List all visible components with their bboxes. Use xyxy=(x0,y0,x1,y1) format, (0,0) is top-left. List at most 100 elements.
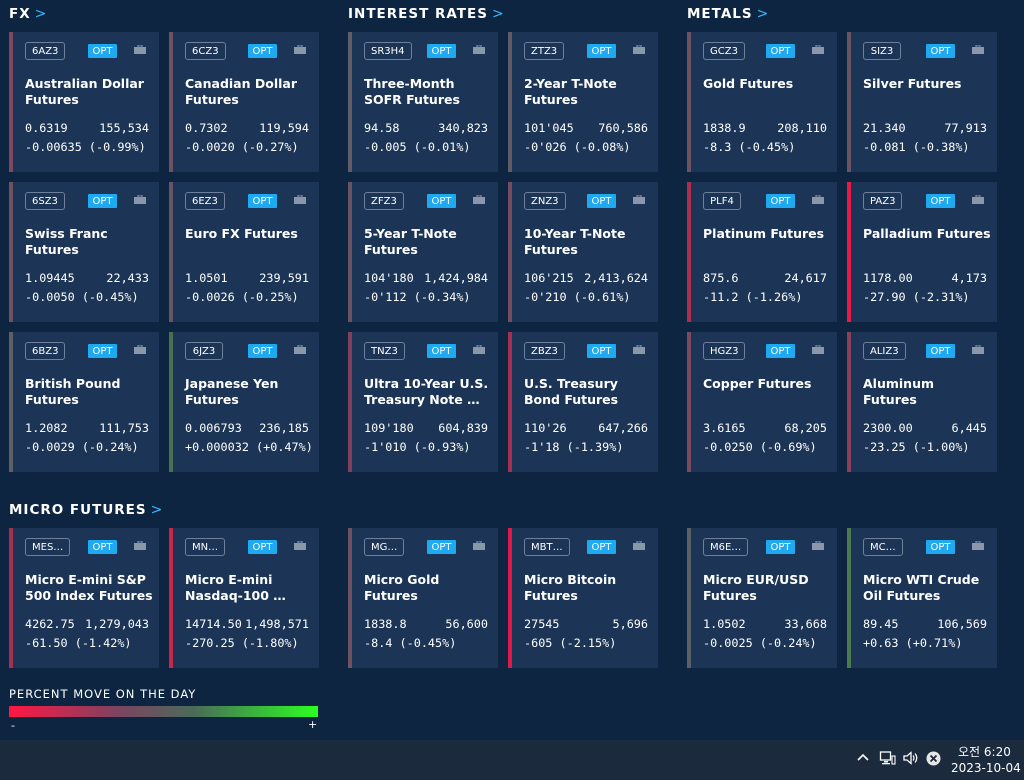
contract-symbol[interactable]: PAZ3 xyxy=(863,192,903,210)
contract-card[interactable]: TNZ3 OPT Ultra 10-Year U.S. Treasury Note … xyxy=(348,332,498,472)
options-badge[interactable]: OPT xyxy=(766,344,795,358)
contract-card[interactable]: PAZ3 OPT Palladium Futures 1178.00 4,173 -27.… xyxy=(847,182,997,322)
options-badge[interactable]: OPT xyxy=(248,540,277,554)
options-badge[interactable]: OPT xyxy=(88,44,117,58)
contract-symbol[interactable]: PLF4 xyxy=(703,192,741,210)
close-circle-icon[interactable] xyxy=(926,751,941,766)
briefcase-icon[interactable] xyxy=(812,541,824,550)
contract-card[interactable]: 6EZ3 OPT Euro FX Futures 1.0501 239,591 -0.00… xyxy=(169,182,319,322)
contract-card[interactable]: MES… OPT Micro E-mini S&P 500 Index Future… xyxy=(9,528,159,668)
clock-time[interactable]: 오전 6:20 xyxy=(958,745,1011,759)
options-badge[interactable]: OPT xyxy=(926,344,955,358)
options-badge[interactable]: OPT xyxy=(926,194,955,208)
options-badge[interactable]: OPT xyxy=(248,44,277,58)
briefcase-icon[interactable] xyxy=(134,45,146,54)
contract-card[interactable]: ZBZ3 OPT U.S. Treasury Bond Futures 110'26 6… xyxy=(508,332,658,472)
section-fx-header[interactable]: FX > xyxy=(9,6,48,22)
contract-symbol[interactable]: SR3H4 xyxy=(364,42,412,60)
options-badge[interactable]: OPT xyxy=(88,540,117,554)
options-badge[interactable]: OPT xyxy=(587,194,616,208)
options-badge[interactable]: OPT xyxy=(766,44,795,58)
contract-symbol[interactable]: MBT… xyxy=(524,538,570,556)
contract-symbol[interactable]: ALIZ3 xyxy=(863,342,906,360)
briefcase-icon[interactable] xyxy=(294,345,306,354)
options-badge[interactable]: OPT xyxy=(427,44,456,58)
briefcase-icon[interactable] xyxy=(972,45,984,54)
contract-card[interactable]: MBT… OPT Micro Bitcoin Futures 27545 5,696 -6… xyxy=(508,528,658,668)
section-micro-header[interactable]: MICRO FUTURES > xyxy=(9,502,164,518)
options-badge[interactable]: OPT xyxy=(926,44,955,58)
briefcase-icon[interactable] xyxy=(633,195,645,204)
contract-symbol[interactable]: MC… xyxy=(863,538,903,556)
options-badge[interactable]: OPT xyxy=(766,194,795,208)
clock-date[interactable]: 2023-10-04 xyxy=(951,761,1021,775)
contract-symbol[interactable]: 6JZ3 xyxy=(185,342,223,360)
section-rates-header[interactable]: INTEREST RATES > xyxy=(348,6,505,22)
briefcase-icon[interactable] xyxy=(812,345,824,354)
briefcase-icon[interactable] xyxy=(972,541,984,550)
contract-card[interactable]: HGZ3 OPT Copper Futures 3.6165 68,205 -0.0250… xyxy=(687,332,837,472)
options-badge[interactable]: OPT xyxy=(766,540,795,554)
options-badge[interactable]: OPT xyxy=(88,344,117,358)
network-icon[interactable] xyxy=(879,750,896,766)
contract-symbol[interactable]: SIZ3 xyxy=(863,42,901,60)
contract-card[interactable]: M6E… OPT Micro EUR/USD Futures 1.0502 33,668… xyxy=(687,528,837,668)
briefcase-icon[interactable] xyxy=(812,45,824,54)
briefcase-icon[interactable] xyxy=(633,45,645,54)
briefcase-icon[interactable] xyxy=(294,541,306,550)
contract-card[interactable]: 6CZ3 OPT Canadian Dollar Futures 0.7302 119,… xyxy=(169,32,319,172)
options-badge[interactable]: OPT xyxy=(587,344,616,358)
speaker-icon[interactable] xyxy=(902,750,919,766)
contract-card[interactable]: GCZ3 OPT Gold Futures 1838.9 208,110 -8.3 (-0… xyxy=(687,32,837,172)
contract-symbol[interactable]: ZFZ3 xyxy=(364,192,404,210)
contract-symbol[interactable]: TNZ3 xyxy=(364,342,405,360)
contract-symbol[interactable]: HGZ3 xyxy=(703,342,746,360)
briefcase-icon[interactable] xyxy=(633,541,645,550)
briefcase-icon[interactable] xyxy=(134,541,146,550)
contract-symbol[interactable]: MN… xyxy=(185,538,226,556)
contract-symbol[interactable]: M6E… xyxy=(703,538,749,556)
options-badge[interactable]: OPT xyxy=(88,194,117,208)
options-badge[interactable]: OPT xyxy=(587,540,616,554)
contract-symbol[interactable]: GCZ3 xyxy=(703,42,745,60)
briefcase-icon[interactable] xyxy=(972,195,984,204)
contract-symbol[interactable]: ZBZ3 xyxy=(524,342,565,360)
contract-symbol[interactable]: ZTZ3 xyxy=(524,42,565,60)
contract-card[interactable]: MC… OPT Micro WTI Crude Oil Futures 89.45 10… xyxy=(847,528,997,668)
contract-symbol[interactable]: 6EZ3 xyxy=(185,192,225,210)
briefcase-icon[interactable] xyxy=(134,345,146,354)
options-badge[interactable]: OPT xyxy=(587,44,616,58)
contract-card[interactable]: MG… OPT Micro Gold Futures 1838.8 56,600 -8.4… xyxy=(348,528,498,668)
briefcase-icon[interactable] xyxy=(473,45,485,54)
contract-symbol[interactable]: 6CZ3 xyxy=(185,42,226,60)
options-badge[interactable]: OPT xyxy=(427,540,456,554)
contract-card[interactable]: ZFZ3 OPT 5-Year T-Note Futures 104'180 1,424… xyxy=(348,182,498,322)
contract-symbol[interactable]: 6AZ3 xyxy=(25,42,66,60)
briefcase-icon[interactable] xyxy=(972,345,984,354)
contract-card[interactable]: 6SZ3 OPT Swiss Franc Futures 1.09445 22,433 -… xyxy=(9,182,159,322)
contract-card[interactable]: PLF4 OPT Platinum Futures 875.6 24,617 -11.2 … xyxy=(687,182,837,322)
briefcase-icon[interactable] xyxy=(473,195,485,204)
contract-card[interactable]: MN… OPT Micro E-mini Nasdaq-100 … 14714.50 1… xyxy=(169,528,319,668)
briefcase-icon[interactable] xyxy=(134,195,146,204)
contract-card[interactable]: ZTZ3 OPT 2-Year T-Note Futures 101'045 760,5… xyxy=(508,32,658,172)
contract-card[interactable]: ZNZ3 OPT 10-Year T-Note Futures 106'215 2,41… xyxy=(508,182,658,322)
contract-symbol[interactable]: ZNZ3 xyxy=(524,192,566,210)
briefcase-icon[interactable] xyxy=(294,195,306,204)
contract-symbol[interactable]: 6SZ3 xyxy=(25,192,65,210)
contract-symbol[interactable]: MG… xyxy=(364,538,405,556)
contract-card[interactable]: SR3H4 OPT Three-Month SOFR Futures 94.58 340… xyxy=(348,32,498,172)
contract-card[interactable]: SIZ3 OPT Silver Futures 21.340 77,913 -0.081 … xyxy=(847,32,997,172)
options-badge[interactable]: OPT xyxy=(427,194,456,208)
contract-card[interactable]: ALIZ3 OPT Aluminum Futures 2300.00 6,445 -23.… xyxy=(847,332,997,472)
briefcase-icon[interactable] xyxy=(294,45,306,54)
contract-card[interactable]: 6AZ3 OPT Australian Dollar Futures 0.6319 15… xyxy=(9,32,159,172)
contract-card[interactable]: 6JZ3 OPT Japanese Yen Futures 0.006793 236,1… xyxy=(169,332,319,472)
briefcase-icon[interactable] xyxy=(633,345,645,354)
options-badge[interactable]: OPT xyxy=(248,194,277,208)
options-badge[interactable]: OPT xyxy=(926,540,955,554)
briefcase-icon[interactable] xyxy=(473,345,485,354)
options-badge[interactable]: OPT xyxy=(427,344,456,358)
options-badge[interactable]: OPT xyxy=(248,344,277,358)
contract-symbol[interactable]: 6BZ3 xyxy=(25,342,66,360)
